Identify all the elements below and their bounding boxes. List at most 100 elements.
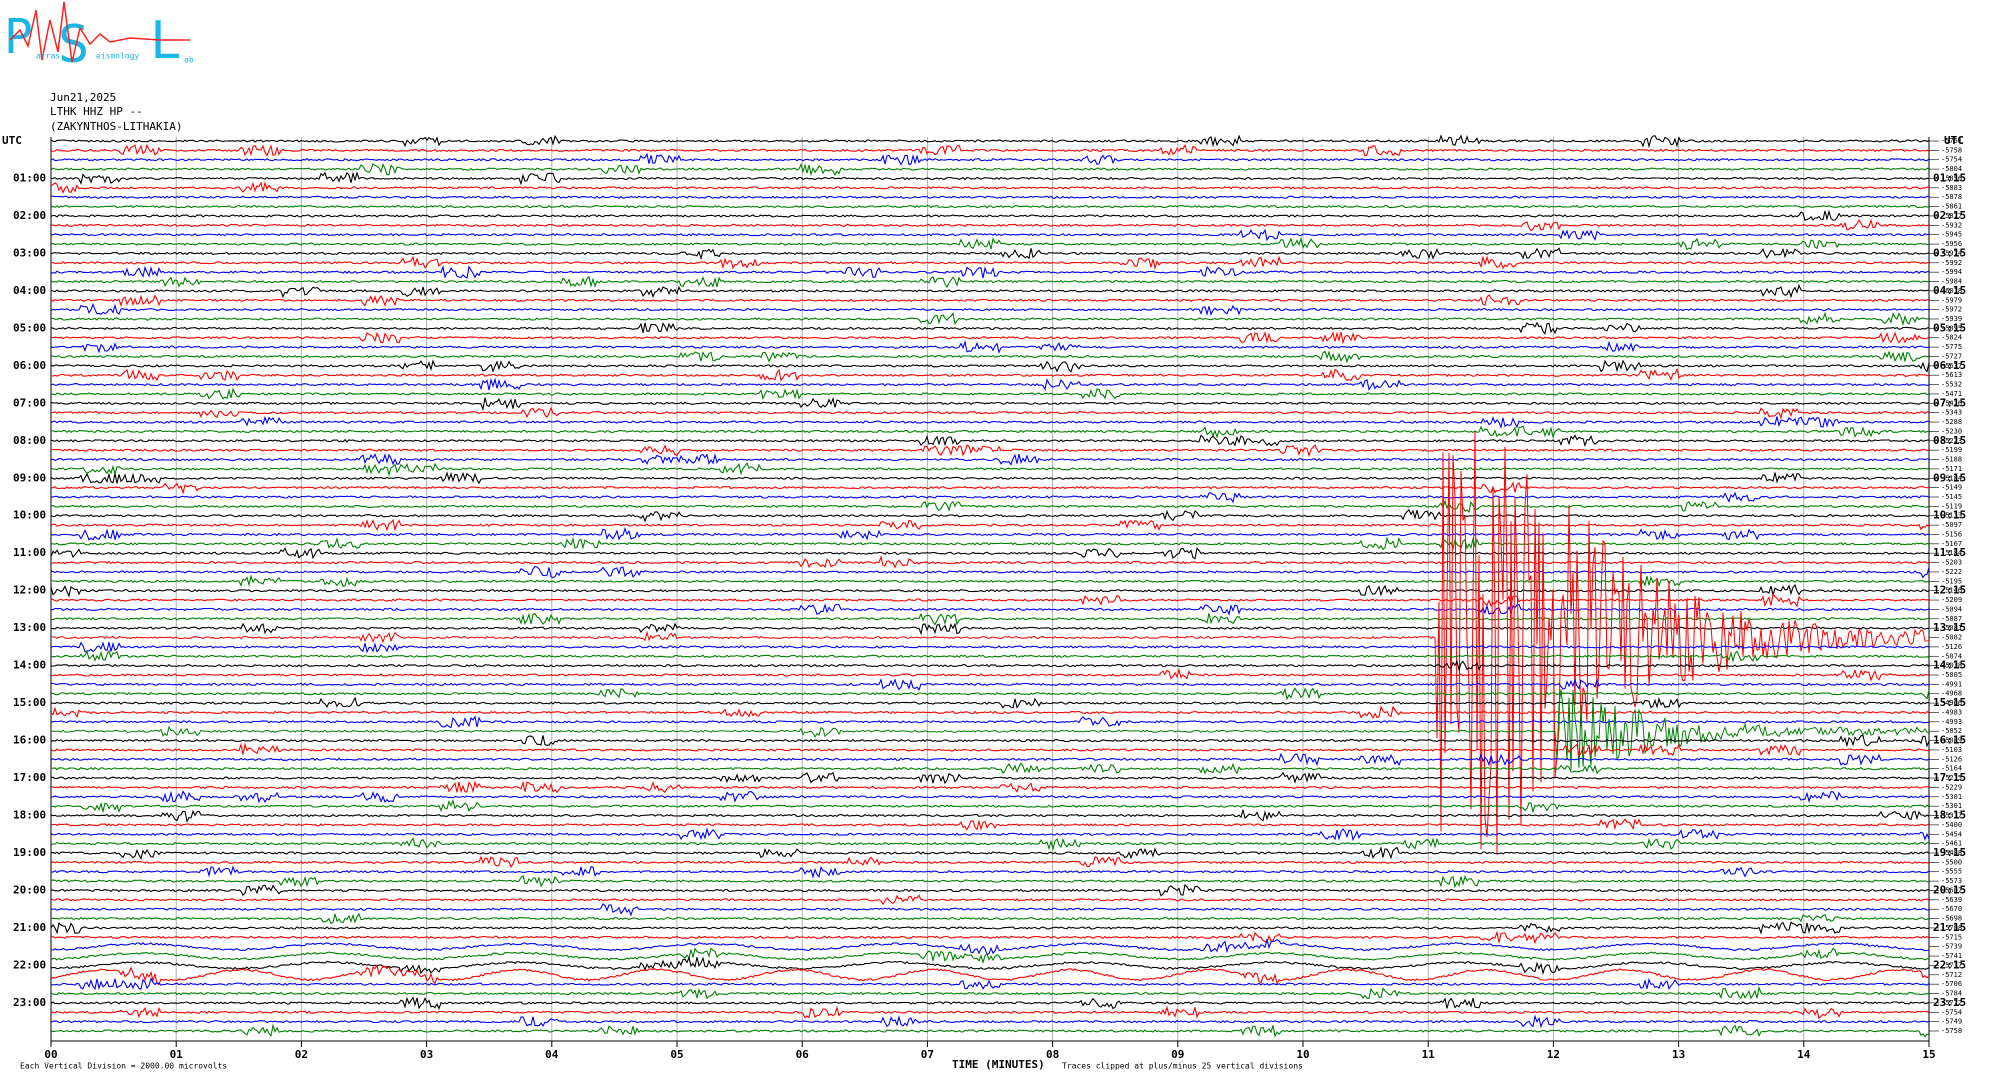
x-tick-label: 06: [796, 1048, 810, 1061]
x-tick-label: 09: [1171, 1048, 1184, 1061]
location: (ZAKYNTHOS-LITHAKIA): [50, 120, 182, 133]
trace: [50, 387, 1930, 401]
trace: [50, 228, 1930, 242]
trace-offset: -5972: [1941, 306, 1962, 314]
trace: [50, 565, 1930, 579]
x-tick-label: 02: [295, 1048, 308, 1061]
trace: [51, 938, 1930, 956]
trace-offset: -5754: [1941, 156, 1962, 164]
trace: [50, 809, 1930, 823]
trace-offset: -5772: [1941, 999, 1962, 1007]
trace-offset: -5932: [1941, 221, 1962, 229]
trace: [50, 350, 1930, 364]
trace-offset: -5184: [1941, 474, 1962, 482]
trace: [50, 855, 1930, 869]
right-time-label: 01:15: [1933, 171, 1966, 184]
trace-offset: -5156: [1941, 530, 1962, 538]
trace-offset: -5974: [1941, 249, 1962, 257]
trace-offset: -5706: [1941, 980, 1962, 988]
left-time-label: 23:00: [13, 996, 46, 1009]
trace-offset: -5758: [1941, 146, 1962, 154]
trace: [50, 461, 1930, 477]
trace: [50, 612, 1930, 626]
trace-offset: -5670: [1941, 905, 1962, 913]
trace: [50, 444, 1930, 458]
trace: [50, 396, 1930, 412]
left-axis-label: UTC: [2, 134, 22, 147]
trace: [50, 339, 1930, 354]
right-time-label: 19:15: [1933, 846, 1966, 859]
trace: [50, 921, 1930, 935]
left-time-label: 04:00: [13, 284, 46, 297]
trace-offset: -5856: [1941, 174, 1962, 182]
right-time-label: 16:15: [1933, 734, 1966, 747]
trace: [50, 518, 1930, 532]
trace-offset: -5454: [1941, 830, 1962, 838]
left-time-label: 21:00: [13, 921, 46, 934]
trace-offset: -5775: [1941, 343, 1962, 351]
trace-offset: -5715: [1941, 933, 1962, 941]
trace-offset: -5301: [1941, 793, 1962, 801]
trace-offset: -5215: [1941, 774, 1962, 782]
trace-offset: -5087: [1941, 615, 1962, 623]
left-time-label: 07:00: [13, 396, 46, 409]
right-time-label: 08:15: [1933, 434, 1966, 447]
trace: [50, 659, 1930, 672]
trace: [50, 818, 1930, 832]
trace-offset: -5727: [1941, 352, 1962, 360]
trace: [50, 143, 1930, 157]
trace-offset: -5103: [1941, 746, 1962, 754]
right-time-label: 10:15: [1933, 509, 1966, 522]
right-time-label: 07:15: [1933, 396, 1966, 409]
trace: [50, 415, 1930, 430]
trace: [50, 574, 1930, 588]
x-tick-label: 00: [44, 1048, 57, 1061]
logo-word: atras: [36, 52, 60, 61]
station: LTHK HHZ HP --: [50, 105, 143, 118]
right-time-label: 13:15: [1933, 621, 1966, 634]
trace-offset: -5461: [1941, 840, 1962, 848]
trace-offset: -5074: [1941, 652, 1962, 660]
trace: [50, 912, 1930, 925]
trace-offset: -5426: [1941, 399, 1962, 407]
trace-offset: -5343: [1941, 409, 1962, 417]
right-time-label: 17:15: [1933, 771, 1966, 784]
trace: [50, 735, 1930, 748]
trace-offset: -5761: [1941, 137, 1962, 145]
trace-offset: -5301: [1941, 802, 1962, 810]
trace: [50, 837, 1930, 852]
trace-offset: -5979: [1941, 296, 1962, 304]
left-time-label: 20:00: [13, 883, 46, 896]
trace-offset: -5824: [1941, 334, 1962, 342]
x-tick-label: 12: [1547, 1048, 1560, 1061]
date: Jun21,2025: [50, 91, 116, 104]
trace: [50, 331, 1930, 345]
trace: [50, 171, 1930, 186]
trace-offset: -5956: [1941, 240, 1962, 248]
trace-offset: -5126: [1941, 755, 1962, 763]
trace-offset: -5488: [1941, 849, 1962, 857]
trace: [50, 592, 1930, 608]
trace: [50, 321, 1930, 335]
trace: [50, 977, 1930, 991]
left-time-label: 15:00: [13, 696, 46, 709]
trace: [50, 377, 1930, 392]
left-time-label: 17:00: [13, 771, 46, 784]
trace: [50, 689, 1930, 770]
trace: [50, 152, 1930, 166]
left-time-label: 22:00: [13, 958, 46, 971]
trace-offset: -5149: [1941, 484, 1962, 492]
trace-offset: -5555: [1941, 868, 1962, 876]
trace-offset: -5984: [1941, 278, 1962, 286]
right-time-label: 04:15: [1933, 284, 1966, 297]
trace: [50, 827, 1930, 842]
trace-offset: -5739: [1941, 943, 1962, 951]
left-time-label: 13:00: [13, 621, 46, 634]
trace-offset: -5400: [1941, 821, 1962, 829]
trace-offset: -5754: [1941, 1008, 1962, 1016]
trace-offset: -5878: [1941, 193, 1962, 201]
left-time-label: 10:00: [13, 509, 46, 522]
trace-offset: -5573: [1941, 877, 1962, 885]
trace: [50, 302, 1929, 317]
trace: [51, 677, 1930, 691]
